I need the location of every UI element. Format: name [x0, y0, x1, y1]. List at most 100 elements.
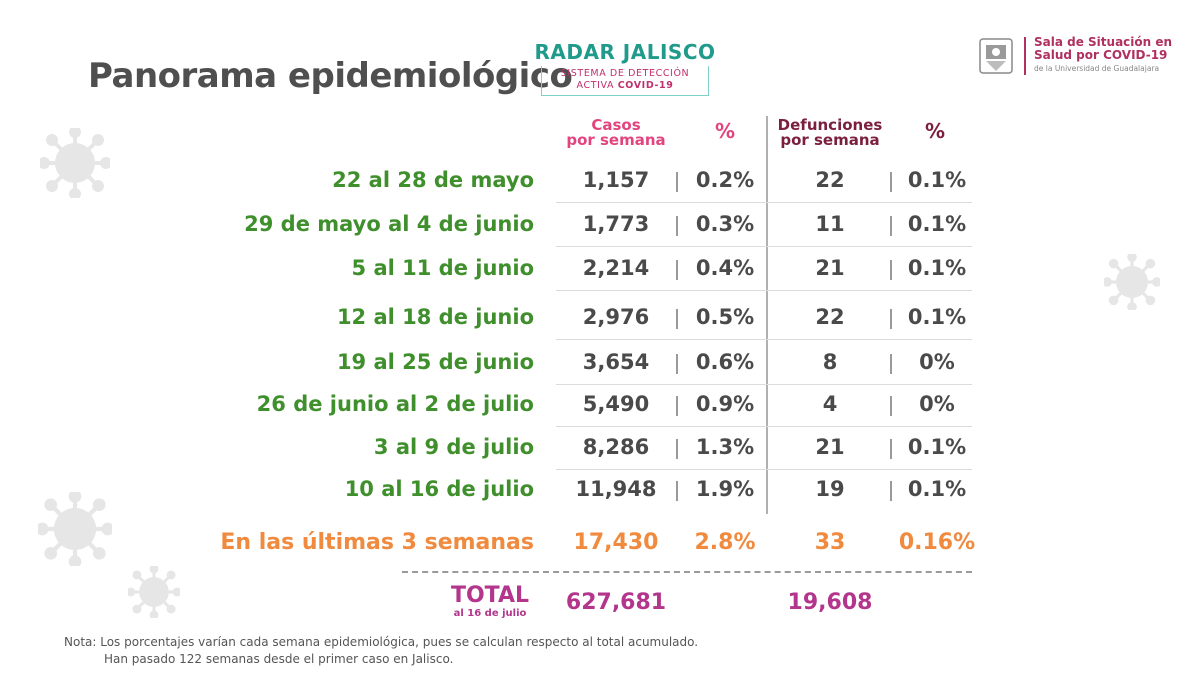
table-row: 3 al 9 de julio 8,286 1.3% 21 0.1%: [0, 427, 1200, 471]
total-label: TOTAL al 16 de julio: [440, 583, 540, 620]
summary-pct-casos: 2.8%: [694, 530, 756, 555]
total-casos: 627,681: [565, 590, 667, 615]
cell-separator: [676, 309, 678, 329]
row-pct-casos: 0.3%: [695, 212, 755, 236]
radar-title: RADAR JALISCO: [534, 40, 716, 64]
row-defunciones: 19: [815, 477, 845, 501]
row-label: 5 al 11 de junio: [351, 256, 534, 280]
header-def-line1: Defunciones: [777, 116, 883, 134]
virus-icon: [38, 492, 112, 566]
summary-defunciones: 33: [814, 530, 846, 555]
radar-subtitle-box: SISTEMA DE DETECCIÓN ACTIVA COVID-19: [541, 66, 709, 96]
row-label: 19 al 25 de junio: [336, 350, 534, 374]
institution-text: Sala de Situación en Salud por COVID-19 …: [1034, 36, 1172, 75]
cell-separator: [676, 481, 678, 501]
table-row: 26 de junio al 2 de julio 5,490 0.9% 4 0…: [0, 384, 1200, 428]
radar-subtitle-line2-a: ACTIVA: [576, 80, 618, 91]
total-subtitle: al 16 de julio: [453, 608, 527, 619]
institution-line1: Sala de Situación en: [1034, 35, 1173, 49]
table-row: 5 al 11 de junio 2,214 0.4% 21 0.1%: [0, 248, 1200, 292]
virus-icon: [40, 128, 110, 198]
cell-separator: [676, 439, 678, 459]
virus-icon: [1104, 254, 1160, 310]
summary-row: En las últimas 3 semanas 17,430 2.8% 33 …: [0, 522, 1200, 566]
row-pct-defunciones: 0%: [919, 392, 955, 416]
row-pct-casos: 0.6%: [695, 350, 755, 374]
row-casos: 1,773: [582, 212, 650, 236]
row-pct-casos: 1.3%: [695, 435, 755, 459]
row-pct-defunciones: 0.1%: [907, 477, 967, 501]
summary-pct-defunciones: 0.16%: [898, 530, 976, 555]
cell-separator: [890, 309, 892, 329]
cell-separator: [890, 354, 892, 374]
row-pct-defunciones: 0.1%: [907, 168, 967, 192]
header-casos: Casos por semana: [560, 118, 672, 148]
summary-casos: 17,430: [573, 530, 659, 555]
table-row: 22 al 28 de mayo 1,157 0.2% 22 0.1%: [0, 160, 1200, 204]
row-pct-defunciones: 0.1%: [907, 212, 967, 236]
row-casos: 8,286: [582, 435, 650, 459]
cell-separator: [890, 396, 892, 416]
row-label: 10 al 16 de julio: [344, 477, 534, 501]
radar-subtitle-line2-b: COVID-19: [617, 80, 674, 91]
row-pct-defunciones: 0.1%: [907, 256, 967, 280]
row-casos: 11,948: [575, 477, 657, 501]
row-divider: [556, 290, 972, 291]
row-label: 29 de mayo al 4 de junio: [244, 212, 534, 236]
institution-divider: [1024, 36, 1026, 75]
row-divider: [556, 469, 972, 470]
row-casos: 3,654: [582, 350, 650, 374]
row-casos: 2,976: [582, 305, 650, 329]
row-defunciones: 21: [815, 256, 845, 280]
header-defunciones: Defunciones por semana: [768, 118, 892, 148]
row-defunciones: 11: [815, 212, 845, 236]
total-title: TOTAL: [450, 583, 530, 608]
cell-separator: [676, 396, 678, 416]
radar-jalisco-logo: RADAR JALISCO SISTEMA DE DETECCIÓN ACTIV…: [532, 40, 718, 96]
total-defunciones: 19,608: [787, 590, 873, 615]
row-divider: [556, 339, 972, 340]
cell-separator: [890, 439, 892, 459]
row-pct-casos: 1.9%: [695, 477, 755, 501]
row-pct-casos: 0.2%: [695, 168, 755, 192]
summary-label: En las últimas 3 semanas: [220, 530, 534, 555]
row-defunciones: 8: [822, 350, 838, 374]
footnote-line1: Nota: Los porcentajes varían cada semana…: [64, 635, 699, 649]
row-pct-defunciones: 0%: [919, 350, 955, 374]
dashed-divider: [402, 571, 972, 573]
column-divider: [766, 116, 768, 514]
row-label: 22 al 28 de mayo: [332, 168, 534, 192]
radar-subtitle-line1: SISTEMA DE DETECCIÓN: [560, 68, 690, 79]
cell-separator: [890, 481, 892, 501]
header-pct-defunciones: %: [924, 119, 946, 143]
footnote: Nota: Los porcentajes varían cada semana…: [64, 634, 698, 668]
cell-separator: [890, 260, 892, 280]
row-casos: 2,214: [582, 256, 650, 280]
cell-separator: [676, 172, 678, 192]
table-row: 12 al 18 de junio 2,976 0.5% 22 0.1%: [0, 297, 1200, 341]
row-pct-defunciones: 0.1%: [907, 305, 967, 329]
row-divider: [556, 246, 972, 247]
row-pct-casos: 0.4%: [695, 256, 755, 280]
header-def-line2: por semana: [780, 131, 880, 149]
table-row: 19 al 25 de junio 3,654 0.6% 8 0%: [0, 342, 1200, 386]
row-pct-defunciones: 0.1%: [907, 435, 967, 459]
row-defunciones: 22: [815, 305, 845, 329]
row-label: 12 al 18 de junio: [336, 305, 534, 329]
row-defunciones: 4: [822, 392, 838, 416]
cell-separator: [890, 172, 892, 192]
footnote-line2: Han pasado 122 semanas desde el primer c…: [104, 652, 454, 666]
virus-icon: [128, 566, 180, 618]
table-row: 29 de mayo al 4 de junio 1,773 0.3% 11 0…: [0, 204, 1200, 248]
row-casos: 1,157: [582, 168, 650, 192]
row-casos: 5,490: [582, 392, 650, 416]
cell-separator: [676, 354, 678, 374]
row-defunciones: 22: [815, 168, 845, 192]
institution-line2: Salud por COVID-19: [1034, 48, 1168, 62]
row-divider: [556, 426, 972, 427]
row-divider: [556, 384, 972, 385]
cell-separator: [676, 216, 678, 236]
header-casos-line1: Casos: [591, 116, 641, 134]
header-casos-line2: por semana: [566, 131, 666, 149]
cell-separator: [890, 216, 892, 236]
